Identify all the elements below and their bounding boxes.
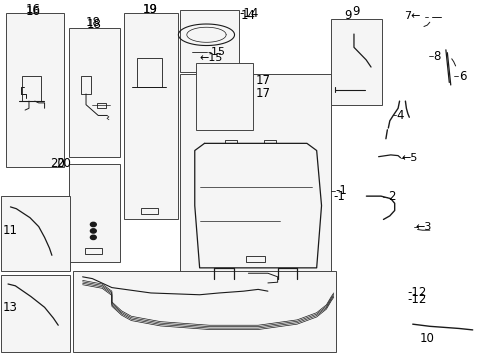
Bar [180,10,238,72]
Circle shape [90,235,96,239]
Text: -1: -1 [334,184,346,197]
Bar [330,19,381,105]
Text: 4: 4 [396,109,403,122]
Text: 17: 17 [255,73,270,86]
Text: 14: 14 [241,9,256,22]
Bar [21,76,41,101]
Text: -12: -12 [407,287,427,300]
Bar [0,196,70,271]
Text: 18: 18 [86,16,101,29]
Text: 20: 20 [56,157,70,170]
Bar [97,103,106,108]
Text: -14: -14 [239,7,259,20]
Text: -1: -1 [333,190,345,203]
Text: 16: 16 [26,3,41,16]
Bar [69,28,120,157]
Text: 13: 13 [2,301,18,314]
Text: 9: 9 [344,9,351,22]
Text: 16: 16 [26,5,41,18]
Bar [137,58,161,87]
Text: 19: 19 [142,3,158,16]
Bar [69,164,120,262]
Text: 18: 18 [86,18,101,31]
Text: 10: 10 [419,332,434,345]
Bar [195,63,253,130]
Bar [84,248,102,253]
Bar [5,13,64,167]
Bar [123,13,178,220]
Bar [264,140,276,143]
Text: ←15: ←15 [199,53,223,63]
Circle shape [90,229,96,233]
Text: 2: 2 [387,190,395,203]
Text: 9: 9 [352,5,360,18]
Bar [141,208,158,214]
Bar [245,256,265,262]
Text: 6: 6 [458,69,466,82]
Text: 17: 17 [255,87,270,100]
Text: ←5: ←5 [401,153,417,163]
Text: 11: 11 [2,224,18,237]
Bar [0,275,70,352]
Text: -12: -12 [407,293,427,306]
Text: 20: 20 [50,157,64,170]
Text: 19: 19 [142,3,158,16]
Bar [225,140,237,143]
Text: -15: -15 [206,46,224,57]
Text: 8: 8 [433,50,440,63]
Text: ←3: ←3 [414,222,430,232]
Bar [73,271,335,352]
Text: 7←: 7← [404,11,420,21]
Circle shape [90,222,96,226]
Bar [180,74,330,297]
Bar [81,76,91,94]
